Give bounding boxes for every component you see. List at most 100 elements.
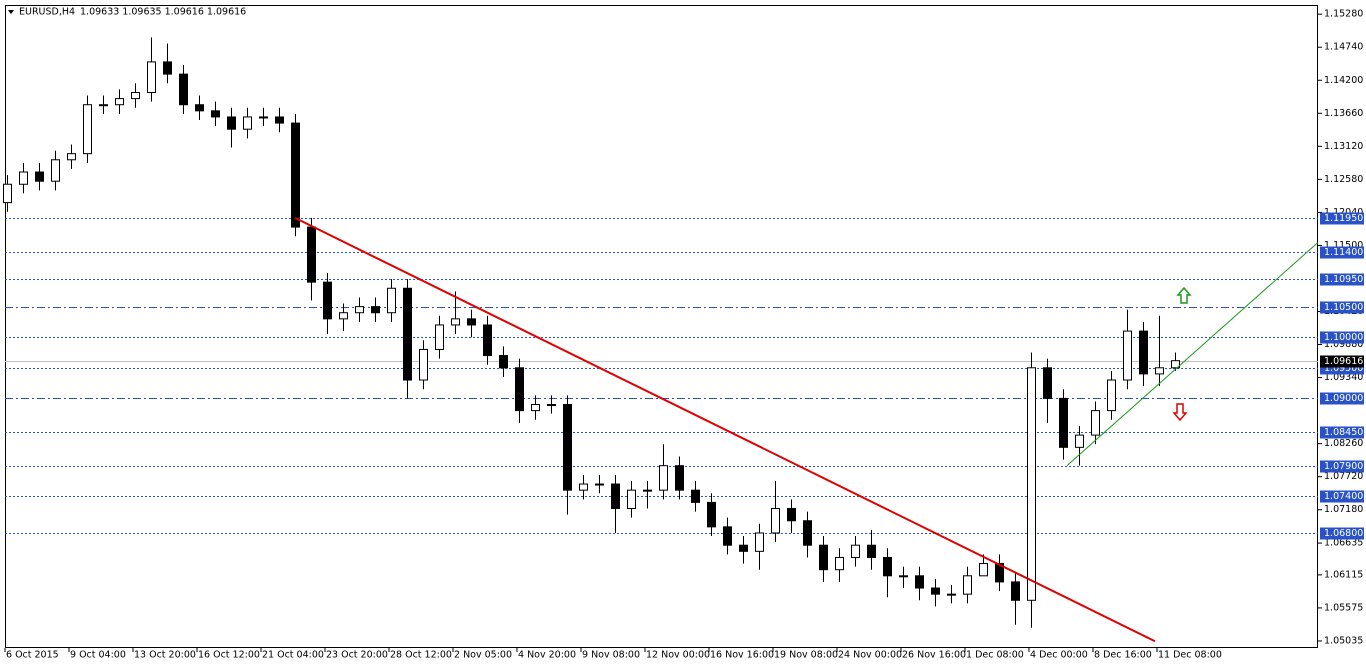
candle-body: [659, 465, 668, 491]
candle-body: [883, 556, 892, 577]
x-tick-label: 4 Dec 00:00: [1030, 650, 1088, 661]
y-tick-label: 1.05035: [1324, 635, 1363, 646]
y-tick-label: 1.05575: [1324, 602, 1363, 613]
candle-body: [1171, 360, 1180, 369]
candle-body: [195, 104, 204, 112]
candle-body: [1075, 434, 1084, 448]
level-label: 1.07400: [1324, 491, 1363, 502]
candle-body: [1059, 397, 1068, 448]
candle-body: [547, 404, 556, 407]
y-tick-label: 1.12040: [1324, 207, 1363, 218]
candle-body: [771, 508, 780, 534]
level-label: 1.07900: [1324, 461, 1363, 472]
candle-body: [51, 159, 60, 182]
x-tick-label: 23 Oct 20:00: [326, 650, 388, 661]
candle-body: [819, 544, 828, 571]
y-tick-label: 1.06115: [1324, 569, 1363, 580]
candle-body: [787, 508, 796, 522]
candle-body: [403, 287, 412, 381]
x-tick-label: 9 Oct 04:00: [70, 650, 126, 661]
candle-body: [291, 122, 300, 228]
x-tick-label: 1 Dec 08:00: [966, 650, 1024, 661]
candle-body: [739, 544, 748, 552]
candle-body: [371, 306, 380, 314]
candle-body: [595, 483, 604, 486]
candle-body: [1155, 367, 1164, 375]
x-tick-label: 11 Dec 08:00: [1158, 650, 1222, 661]
candle-body: [275, 116, 284, 124]
y-tick-label: 1.14740: [1324, 42, 1363, 53]
x-tick-label: 4 Nov 20:00: [518, 650, 576, 661]
level-label: 1.10000: [1324, 332, 1363, 343]
candle-body: [243, 116, 252, 130]
candle-body: [179, 73, 188, 106]
level-label-box: [1320, 490, 1364, 503]
candle-body: [19, 171, 28, 185]
level-label-box: [1320, 426, 1364, 439]
candle-body: [947, 593, 956, 596]
x-tick-label: 16 Oct 12:00: [198, 650, 260, 661]
y-tick-label: 1.07180: [1324, 504, 1363, 515]
level-label-box: [1320, 527, 1364, 540]
level-label-box: [1320, 460, 1364, 473]
candle-body: [435, 324, 444, 350]
candle-body: [1091, 410, 1100, 436]
y-tick-label: 1.09880: [1324, 339, 1363, 350]
x-tick-label: 28 Oct 12:00: [390, 650, 452, 661]
level-label: 1.08450: [1324, 427, 1363, 438]
x-tick-label: 8 Dec 16:00: [1094, 650, 1152, 661]
x-tick-label: 6 Oct 2015: [6, 650, 59, 661]
y-tick-label: 1.15280: [1324, 9, 1363, 20]
level-label: 1.10950: [1324, 274, 1363, 285]
y-tick-label: 1.14200: [1324, 75, 1363, 86]
current-price-box: [1320, 355, 1364, 368]
y-tick-label: 1.09340: [1324, 372, 1363, 383]
candle-body: [163, 61, 172, 75]
y-tick-label: 1.13120: [1324, 141, 1363, 152]
candle-body: [227, 116, 236, 130]
candle-body: [35, 171, 44, 182]
candle-body: [899, 575, 908, 578]
candle-body: [3, 183, 12, 204]
candle-body: [67, 153, 76, 161]
candle-body: [835, 556, 844, 571]
x-tick-label: 9 Nov 08:00: [582, 650, 640, 661]
candle-body: [691, 489, 700, 503]
level-label: 1.09000: [1324, 393, 1363, 404]
candle-body: [867, 544, 876, 558]
candle-body: [1027, 367, 1036, 601]
x-tick-label: 13 Oct 20:00: [134, 650, 196, 661]
candle-body: [627, 489, 636, 510]
candle-body: [531, 404, 540, 412]
trendline: [294, 217, 1156, 643]
candle-body: [99, 104, 108, 107]
menu-triangle[interactable]: [8, 10, 14, 14]
candle-body: [707, 501, 716, 528]
x-tick-label: 21 Oct 04:00: [262, 650, 324, 661]
current-price-label: 1.09616: [1324, 356, 1363, 367]
candle-body: [979, 563, 988, 577]
candle-body: [1043, 367, 1052, 399]
candle-body: [419, 348, 428, 381]
candle-body: [259, 116, 268, 119]
candle-body: [131, 91, 140, 100]
candle-body: [915, 575, 924, 589]
candle-body: [339, 312, 348, 320]
candle-body: [755, 532, 764, 552]
level-label-box: [1320, 392, 1364, 405]
level-label-box: [1320, 301, 1364, 314]
candle-body: [723, 526, 732, 546]
candle-body: [1123, 330, 1132, 381]
candle-body: [451, 318, 460, 326]
candle-body: [83, 104, 92, 155]
x-tick-label: 24 Nov 00:00: [838, 650, 902, 661]
candle-body: [931, 587, 940, 595]
candle-body: [387, 287, 396, 314]
level-label: 1.11400: [1324, 247, 1363, 258]
candle-body: [963, 575, 972, 595]
candle-body: [1011, 581, 1020, 601]
level-label-box: [1320, 273, 1364, 286]
x-tick-label: 26 Nov 16:00: [902, 650, 966, 661]
y-tick-label: 1.06635: [1324, 538, 1363, 549]
